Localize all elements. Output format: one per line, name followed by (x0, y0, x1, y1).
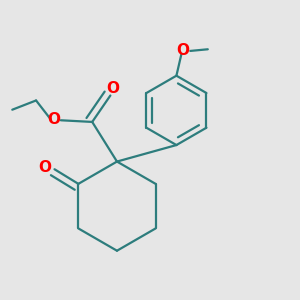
Text: O: O (38, 160, 51, 175)
Text: O: O (176, 44, 190, 59)
Text: O: O (106, 81, 119, 96)
Text: O: O (47, 112, 60, 127)
